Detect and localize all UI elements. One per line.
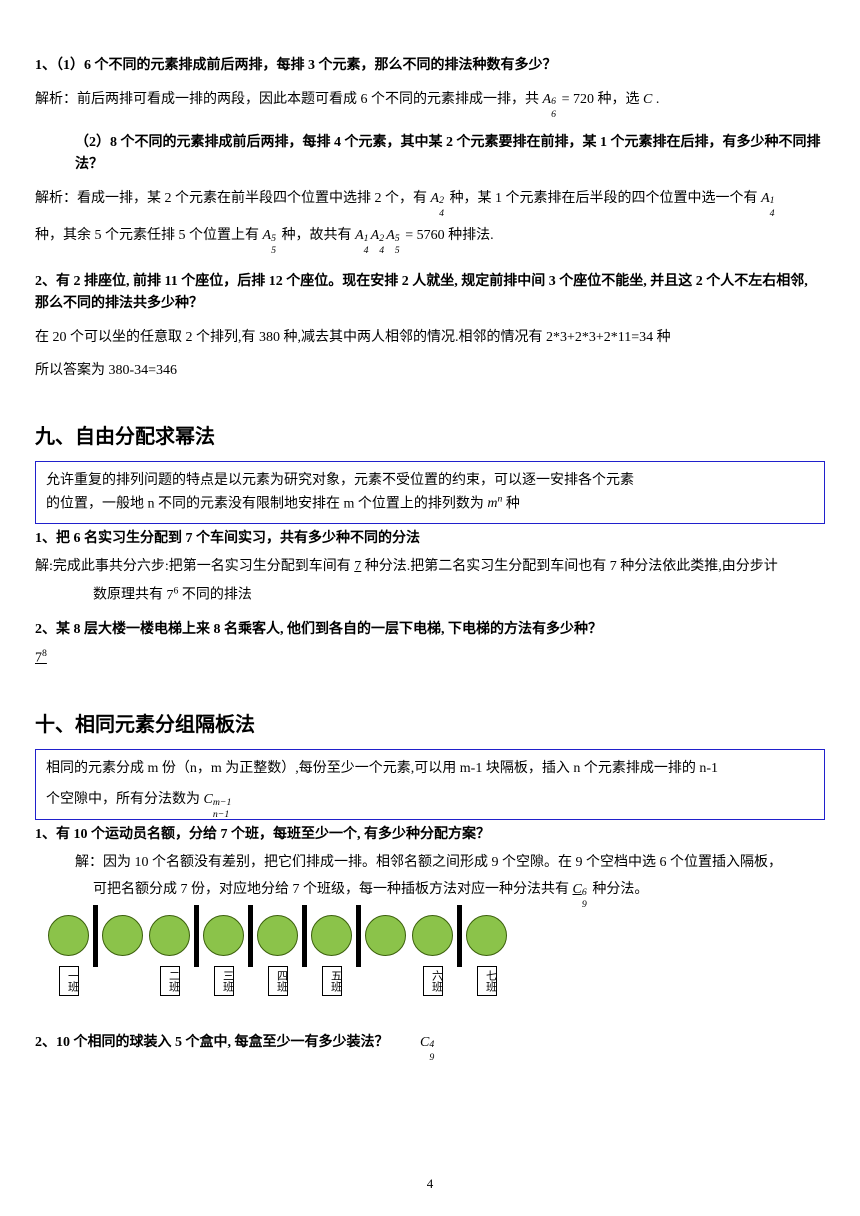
ball-icon bbox=[466, 915, 507, 956]
s10-q1-ans-l1: 解：因为 10 个名额没有差别，把它们排成一排。相邻名额之间形成 9 个空隙。在… bbox=[35, 852, 825, 874]
s10-q2: 2、10 个相同的球装入 5 个盒中, 每盒至少一有多少装法？ C49 bbox=[35, 1032, 825, 1054]
class-label: 六班 bbox=[423, 966, 443, 996]
s9-q2-ans: 78 bbox=[35, 646, 47, 669]
s9-q1-ans-l2: 数原理共有 76 不同的排法 bbox=[35, 583, 825, 606]
bar-icon bbox=[302, 905, 307, 967]
box-line-2: 个空隙中，所有分法数为 Cm−1n−1 bbox=[46, 789, 814, 811]
problem-1-1-answer: 解析：前后两排可看成一排的两段，因此本题可看成 6 个不同的元素排成一排，共 A… bbox=[35, 89, 825, 111]
section-10-box: 相同的元素分成 m 份（n，m 为正整数）,每份至少一个元素,可以用 m-1 块… bbox=[35, 749, 825, 820]
class-label: 五班 bbox=[322, 966, 342, 996]
problem-1-2-ans-l1: 解析：看成一排，某 2 个元素在前半段四个位置中选排 2 个，有 A24 种，某… bbox=[35, 188, 825, 210]
s9-q1-ans-l1: 解:完成此事共分六步:把第一名实习生分配到车间有 7 种分法.把第二名实习生分配… bbox=[35, 556, 825, 578]
balls-bars-diagram: 一班 二班 三班 四班 五班 六班 七班 bbox=[35, 915, 825, 996]
class-label: 四班 bbox=[268, 966, 288, 996]
problem-1-1: 1、（1）6 个不同的元素排成前后两排，每排 3 个元素，那么不同的排法种数有多… bbox=[35, 55, 825, 77]
ball-icon bbox=[203, 915, 244, 956]
choice: C bbox=[643, 92, 652, 107]
page-number: 4 bbox=[427, 1174, 434, 1194]
ball-icon bbox=[257, 915, 298, 956]
text: = 720 种，选 bbox=[562, 92, 643, 107]
problem-2-ans-l2: 所以答案为 380-34=346 bbox=[35, 360, 825, 382]
ball-icon bbox=[149, 915, 190, 956]
class-label: 一班 bbox=[59, 966, 79, 996]
problem-1-2: （2）8 个不同的元素排成前后两排，每排 4 个元素，其中某 2 个元素要排在前… bbox=[35, 132, 825, 175]
section-10-title: 十、相同元素分组隔板法 bbox=[35, 710, 825, 741]
problem-1-2-ans-l2: 种，其余 5 个元素任排 5 个位置上有 A55 种，故共有 A14 A24 A… bbox=[35, 225, 825, 247]
bar-icon bbox=[248, 905, 253, 967]
formula: A66 bbox=[543, 89, 552, 111]
class-label: 二班 bbox=[160, 966, 180, 996]
bar-icon bbox=[356, 905, 361, 967]
section-9-title: 九、自由分配求幂法 bbox=[35, 422, 825, 453]
section-9-box: 允许重复的排列问题的特点是以元素为研究对象，元素不受位置的约束，可以逐一安排各个… bbox=[35, 461, 825, 524]
box-line-2: 的位置，一般地 n 不同的元素没有限制地安排在 m 个位置上的排列数为 mn 种 bbox=[46, 492, 814, 515]
class-label: 三班 bbox=[214, 966, 234, 996]
box-line-1: 相同的元素分成 m 份（n，m 为正整数）,每份至少一个元素,可以用 m-1 块… bbox=[46, 758, 814, 780]
text: . bbox=[656, 92, 660, 107]
ball-icon bbox=[102, 915, 143, 956]
bar-icon bbox=[457, 905, 462, 967]
s9-q2: 2、某 8 层大楼一楼电梯上来 8 名乘客人, 他们到各自的一层下电梯, 下电梯… bbox=[35, 619, 825, 641]
problem-2: 2、有 2 排座位, 前排 11 个座位，后排 12 个座位。现在安排 2 人就… bbox=[35, 271, 825, 314]
box-line-1: 允许重复的排列问题的特点是以元素为研究对象，元素不受位置的约束，可以逐一安排各个… bbox=[46, 470, 814, 492]
s10-q1-ans-l2: 可把名额分成 7 份，对应地分给 7 个班级，每一种插板方法对应一种分法共有 C… bbox=[35, 879, 825, 901]
bar-icon bbox=[93, 905, 98, 967]
ball-icon bbox=[412, 915, 453, 956]
ball-icon bbox=[365, 915, 406, 956]
problem-2-ans-l1: 在 20 个可以坐的任意取 2 个排列,有 380 种,减去其中两人相邻的情况.… bbox=[35, 327, 825, 349]
class-label: 七班 bbox=[477, 966, 497, 996]
s9-q1: 1、把 6 名实习生分配到 7 个车间实习，共有多少种不同的分法 bbox=[35, 528, 825, 550]
ball-icon bbox=[48, 915, 89, 956]
text: 解析：前后两排可看成一排的两段，因此本题可看成 6 个不同的元素排成一排，共 bbox=[35, 92, 539, 107]
bar-icon bbox=[194, 905, 199, 967]
ball-icon bbox=[311, 915, 352, 956]
s10-q1: 1、有 10 个运动员名额，分给 7 个班，每班至少一个, 有多少种分配方案？ bbox=[35, 824, 825, 846]
